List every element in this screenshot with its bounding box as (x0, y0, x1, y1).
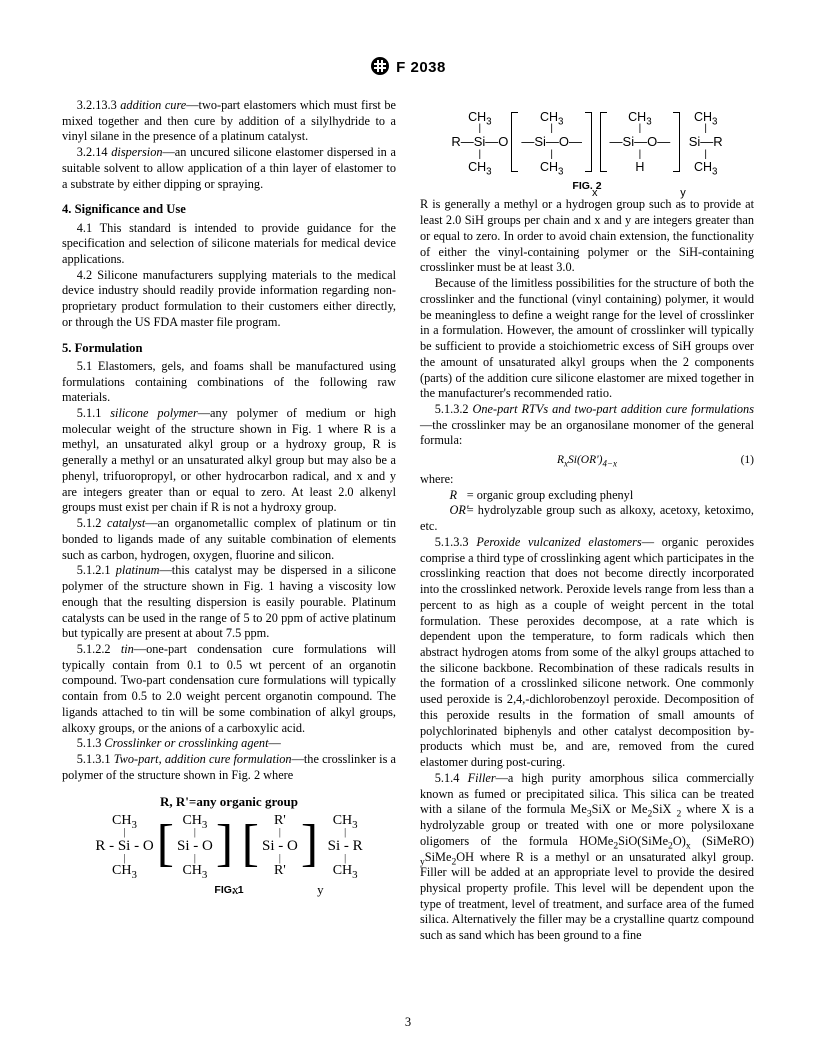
para-5-1-1: 5.1.1 silicone polymer—any polymer of me… (62, 406, 396, 516)
designation: F 2038 (396, 59, 446, 76)
figure-1: R, R'=any organic group CH3|R - Si - O|C… (62, 794, 396, 898)
fig1-header: R, R'=any organic group (93, 794, 364, 811)
para-3-2-13-3: 3.2.13.3 addition cure—two-part elastome… (62, 98, 396, 145)
fig1-caption: FIG. 1 (62, 884, 396, 897)
page-number: 3 (0, 1015, 816, 1030)
where-or: OR'= hydrolyzable group such as alkoxy, … (420, 503, 754, 534)
para-5-1-3-1-cont2: Because of the limitless possibilities f… (420, 276, 754, 402)
fig2-structure: CH3|R—Si—O|CH3 CH3|—Si—O—|CH3 x CH3|—Si—… (449, 108, 724, 176)
fig1-structure: CH3|R - Si - O|CH3 [ CH3|Si - O|CH3 ]x [… (93, 812, 364, 880)
astm-logo (370, 56, 390, 80)
para-4-2: 4.2 Silicone manufacturers supplying mat… (62, 268, 396, 331)
para-5-1-2-1: 5.1.2.1 platinum—this catalyst may be di… (62, 563, 396, 642)
para-5-1: 5.1 Elastomers, gels, and foams shall be… (62, 359, 396, 406)
heading-5: 5. Formulation (62, 340, 396, 356)
para-5-1-3-1-cont1: R is generally a methyl or a hydrogen gr… (420, 197, 754, 276)
eq-number: (1) (741, 453, 754, 468)
para-5-1-3-3: 5.1.3.3 Peroxide vulcanized elastomers— … (420, 535, 754, 771)
body-columns: 3.2.13.3 addition cure—two-part elastome… (62, 98, 754, 1018)
para-5-1-2: 5.1.2 catalyst—an organometallic complex… (62, 516, 396, 563)
running-head: F 2038 (62, 56, 754, 80)
para-5-1-3-2: 5.1.3.2 One-part RTVs and two-part addit… (420, 402, 754, 449)
para-5-1-2-2: 5.1.2.2 tin—one-part condensation cure f… (62, 642, 396, 736)
where-r: R= organic group excluding phenyl (420, 488, 754, 504)
figure-2: CH3|R—Si—O|CH3 CH3|—Si—O—|CH3 x CH3|—Si—… (420, 108, 754, 193)
fig2-caption: FIG. 2 (420, 180, 754, 193)
para-5-1-4: 5.1.4 Filler—a high purity amorphous sil… (420, 771, 754, 944)
heading-4: 4. Significance and Use (62, 201, 396, 217)
where-label: where: (420, 472, 754, 488)
equation-1: RxSi(OR')4−x (1) (420, 453, 754, 468)
para-3-2-14: 3.2.14 dispersion—an uncured silicone el… (62, 145, 396, 192)
para-5-1-3-1: 5.1.3.1 Two-part, addition cure formulat… (62, 752, 396, 783)
page: F 2038 3.2.13.3 addition cure—two-part e… (0, 0, 816, 1056)
para-5-1-3: 5.1.3 Crosslinker or crosslinking agent— (62, 736, 396, 752)
para-4-1: 4.1 This standard is intended to provide… (62, 221, 396, 268)
